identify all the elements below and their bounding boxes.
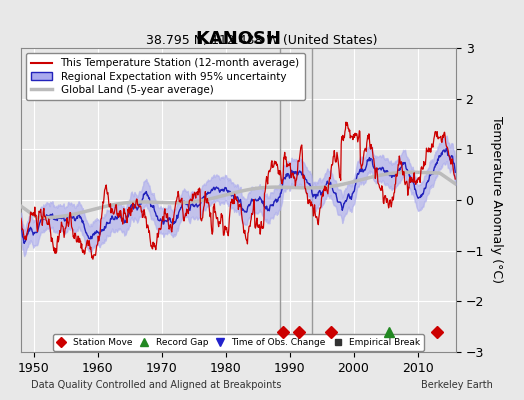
- Legend: Station Move, Record Gap, Time of Obs. Change, Empirical Break: Station Move, Record Gap, Time of Obs. C…: [53, 334, 424, 350]
- Text: Data Quality Controlled and Aligned at Breakpoints: Data Quality Controlled and Aligned at B…: [31, 380, 282, 390]
- Text: 38.795 N, 112.438 W (United States): 38.795 N, 112.438 W (United States): [146, 34, 378, 47]
- Title: KANOSH: KANOSH: [195, 30, 281, 48]
- Text: Berkeley Earth: Berkeley Earth: [421, 380, 493, 390]
- Y-axis label: Temperature Anomaly (°C): Temperature Anomaly (°C): [490, 116, 504, 284]
